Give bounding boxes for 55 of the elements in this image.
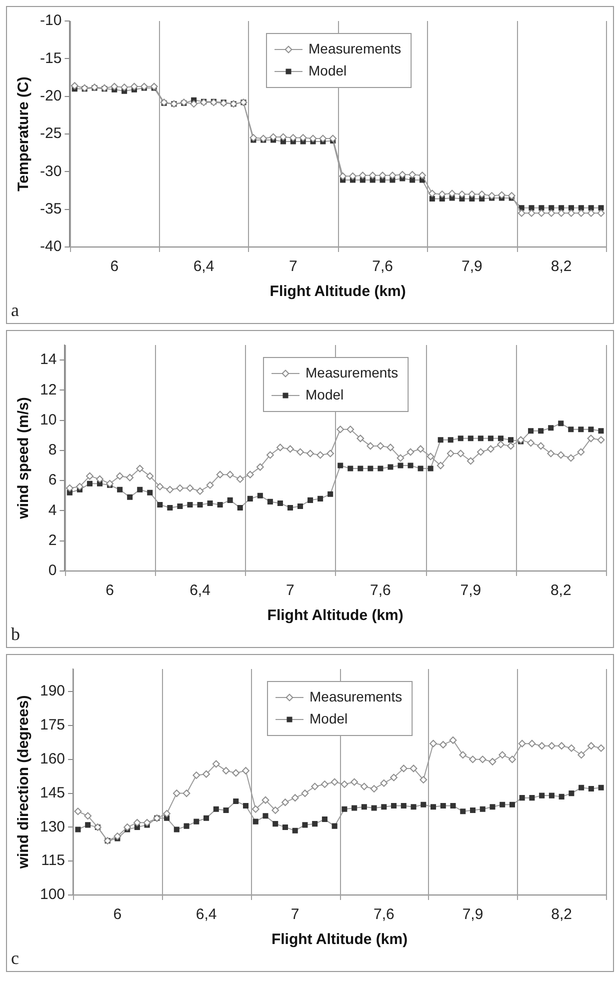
legend-label: Measurements (310, 688, 402, 704)
x-tick-label: 8,2 (551, 906, 572, 924)
y-tick-label: 2 (48, 532, 57, 550)
legend-label: Measurements (308, 40, 402, 56)
y-tick-label: -20 (40, 87, 62, 104)
legend-label: Model (308, 62, 347, 78)
y-tick-label: 130 (40, 818, 66, 836)
text: c (11, 948, 19, 969)
text: b (11, 624, 20, 645)
x-tick-label: 7,9 (462, 906, 484, 924)
y-tick-label: -15 (40, 50, 62, 67)
x-tick-label: 6,4 (193, 258, 214, 276)
y-tick-label: 100 (40, 886, 66, 904)
x-tick-label: 6 (110, 258, 119, 276)
x-tick-label: 7,6 (372, 258, 393, 276)
y-tick-label: 115 (41, 852, 66, 870)
x-tick-label: 8,2 (550, 258, 572, 276)
y-tick-label: 8 (48, 442, 57, 459)
y-tick-label: 4 (48, 502, 57, 519)
y-tick-label: 6 (48, 472, 57, 489)
y-tick-label: -35 (40, 200, 62, 218)
y-tick-label: 0 (48, 562, 57, 580)
x-tick-label: 7,6 (374, 906, 394, 924)
x-axis-title: Flight Altitude (km) (271, 931, 408, 948)
x-axis-title: Flight Altitude (km) (270, 283, 406, 300)
x-tick-label: 7,9 (461, 258, 482, 276)
y-tick-label: 160 (40, 750, 66, 768)
x-tick-label: 7 (290, 906, 300, 924)
y-tick-label: -30 (40, 162, 62, 180)
legend-label: Measurements (306, 364, 398, 380)
x-tick-label: 6,4 (196, 906, 217, 924)
y-tick-label: 190 (40, 682, 66, 700)
y-axis-title: wind direction (degrees) (15, 695, 32, 870)
x-tick-label: 6 (113, 906, 122, 924)
x-tick-label: 7,6 (370, 582, 391, 600)
x-tick-label: 6 (106, 582, 114, 600)
y-tick-label: 145 (40, 784, 66, 802)
y-axis-title: Temperature (C) (15, 76, 32, 192)
x-tick-label: 6,4 (190, 582, 210, 600)
y-tick-label: -25 (40, 125, 62, 142)
legend-label: Model (310, 710, 348, 726)
x-axis-title: Flight Altitude (km) (267, 607, 404, 624)
x-tick-label: 8,2 (550, 582, 572, 600)
x-tick-label: 7 (286, 582, 294, 600)
y-tick-label: 10 (40, 411, 57, 428)
y-tick-label: -40 (40, 238, 62, 256)
y-tick-label: -10 (40, 12, 62, 30)
x-tick-label: 7,9 (460, 582, 482, 600)
legend-label: Model (306, 386, 344, 402)
text: a (11, 300, 19, 321)
x-tick-label: 7 (288, 258, 298, 276)
y-tick-label: 14 (40, 351, 57, 368)
y-tick-label: 175 (40, 716, 66, 734)
y-tick-label: 12 (40, 381, 57, 398)
y-axis-title: wind speed (m/s) (15, 397, 32, 520)
